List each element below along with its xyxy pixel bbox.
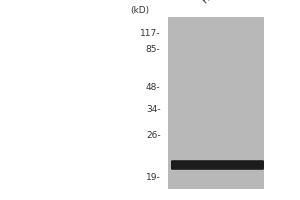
Text: 34-: 34-	[146, 104, 160, 114]
Text: 85-: 85-	[146, 45, 160, 53]
Text: 117-: 117-	[140, 28, 160, 38]
Text: 26-: 26-	[146, 130, 160, 140]
Text: 48-: 48-	[146, 83, 160, 92]
Text: HT-29: HT-29	[201, 0, 225, 5]
FancyBboxPatch shape	[171, 160, 264, 170]
Text: 19-: 19-	[146, 172, 160, 182]
Text: (kD): (kD)	[130, 6, 149, 16]
Bar	[168, 17, 264, 189]
